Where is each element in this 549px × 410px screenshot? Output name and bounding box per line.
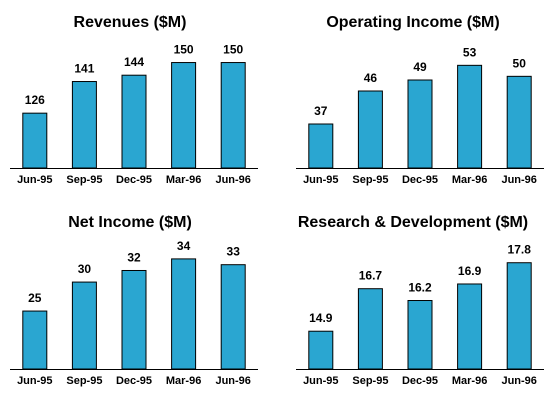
data-label: 16.2: [408, 281, 432, 295]
bar: [457, 283, 483, 370]
bar: [71, 81, 97, 169]
data-label: 141: [74, 62, 94, 76]
x-tick-label: Jun-96: [215, 375, 250, 387]
data-label: 25: [28, 291, 42, 305]
data-label: 14.9: [309, 311, 333, 325]
data-label: 49: [413, 60, 427, 74]
bar: [407, 300, 433, 370]
data-label: 16.9: [458, 264, 482, 278]
data-label: 17.8: [508, 243, 532, 257]
x-tick-label: Jun-95: [303, 174, 338, 186]
chart-title: Net Income ($M): [68, 214, 192, 231]
chart-operating-income: Operating Income ($M) 37 Jun-95 46 Sep-95 49…: [296, 14, 544, 186]
bar: [121, 74, 147, 169]
chart-revenues: Revenues ($M) 126 Jun-95 141 Sep-95 144 Dec-9…: [10, 14, 258, 186]
bar: [22, 112, 48, 169]
x-tick-label: Jun-96: [215, 174, 250, 186]
x-tick-label: Jun-96: [501, 375, 536, 387]
bar: [71, 281, 97, 370]
x-tick-label: Sep-95: [66, 375, 102, 387]
x-tick-label: Jun-95: [17, 174, 52, 186]
data-label: 33: [227, 245, 241, 259]
bar: [407, 79, 433, 169]
x-tick-label: Dec-95: [402, 174, 438, 186]
data-label: 30: [78, 262, 92, 276]
x-tick-label: Mar-96: [452, 174, 487, 186]
x-tick-label: Dec-95: [116, 375, 152, 387]
x-tick-label: Dec-95: [116, 174, 152, 186]
chart-title: Revenues ($M): [74, 14, 187, 31]
data-label: 32: [127, 250, 141, 264]
bar: [171, 258, 197, 370]
bar: [121, 269, 147, 370]
data-label: 34: [177, 239, 191, 253]
x-tick-label: Mar-96: [452, 375, 487, 387]
x-tick-label: Sep-95: [352, 375, 388, 387]
data-label: 37: [314, 104, 328, 118]
data-label: 16.7: [359, 269, 383, 283]
bar: [308, 123, 334, 169]
x-tick-label: Mar-96: [166, 375, 201, 387]
bar: [171, 62, 197, 169]
chart-net-income: Net Income ($M) 25 Jun-95 30 Sep-95 32 Dec-95…: [10, 214, 258, 387]
bar: [506, 262, 532, 370]
bar: [220, 62, 246, 169]
chart-title: Research & Development ($M): [298, 214, 528, 231]
x-tick-label: Jun-95: [303, 375, 338, 387]
bar: [220, 264, 246, 370]
data-label: 50: [513, 56, 527, 70]
bar: [457, 64, 483, 169]
x-tick-label: Dec-95: [402, 375, 438, 387]
data-label: 150: [223, 43, 243, 57]
data-label: 46: [364, 71, 378, 85]
x-tick-label: Sep-95: [66, 174, 102, 186]
bar: [357, 90, 383, 169]
x-tick-label: Jun-96: [501, 174, 536, 186]
bar: [506, 75, 532, 169]
x-tick-label: Sep-95: [352, 174, 388, 186]
data-label: 126: [25, 93, 45, 107]
data-label: 144: [124, 55, 144, 69]
data-label: 53: [463, 45, 477, 59]
x-tick-label: Jun-95: [17, 375, 52, 387]
chart-title: Operating Income ($M): [326, 14, 499, 31]
data-label: 150: [174, 43, 194, 57]
x-tick-label: Mar-96: [166, 174, 201, 186]
bar: [357, 288, 383, 370]
bar: [308, 330, 334, 370]
chart-research-development: Research & Development ($M) 14.9 Jun-95 16…: [296, 214, 544, 387]
bar: [22, 310, 48, 370]
